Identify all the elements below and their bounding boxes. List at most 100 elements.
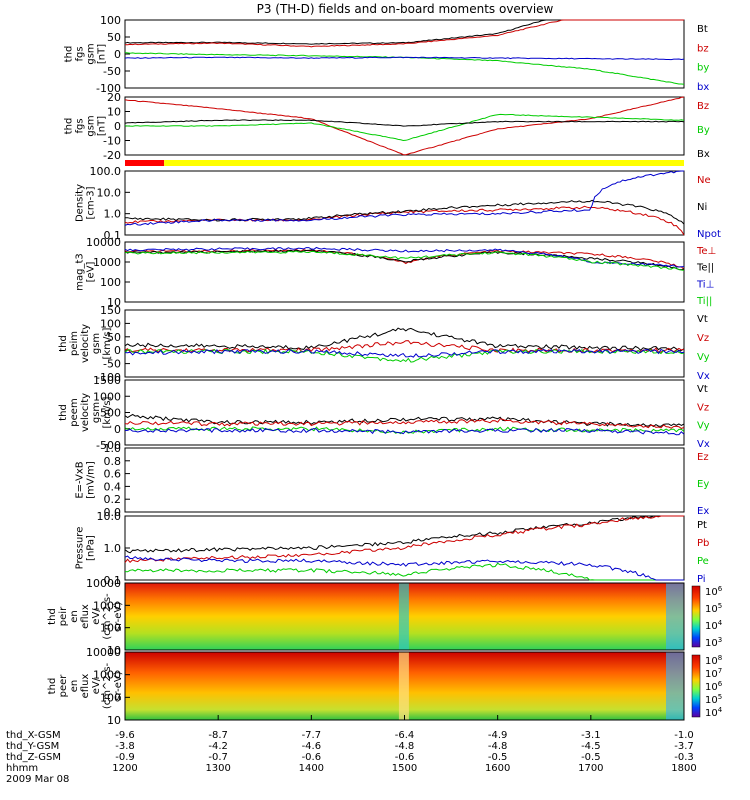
legend-entry: Ti⊥: [696, 279, 714, 290]
colorbar-tick-base: 10: [705, 708, 718, 719]
spectrogram-feature: [398, 652, 409, 720]
ephemeris-value: -4.9: [488, 730, 508, 741]
colorbar-tick-base: 10: [705, 656, 718, 667]
panel-frame: [124, 379, 685, 446]
y-tick-label: 20: [107, 91, 121, 104]
date-label: 2009 Mar 08: [6, 774, 69, 785]
ephemeris-row-label: thd_Y-GSM: [6, 741, 59, 752]
y-tick-label: -100: [96, 82, 121, 95]
y-axis-label: [mV/m]: [86, 461, 97, 499]
legend-entry: Npot: [697, 229, 721, 240]
series-line-bz: [125, 19, 684, 48]
panel-2: 20 100 -10-20 thd fgs gsm [nT] Bz By Bx: [64, 91, 710, 162]
y-axis-label: sr-eV): [113, 671, 124, 700]
y-tick-label: -20: [103, 149, 121, 162]
spectrogram-feature: [398, 583, 409, 650]
x-tick-label: 1600: [485, 763, 510, 774]
y-tick-label: 100: [100, 317, 121, 330]
colorbar-tick-exponent: 4: [718, 706, 723, 714]
colorbar-tick-label: 105: [705, 602, 722, 615]
panel-1: 100 50 0 -50 -100 thd fgs gsm [nT] Bt bz by bx: [64, 14, 710, 95]
series-line-Ti||: [124, 250, 685, 271]
legend-entry: Vt: [697, 384, 708, 395]
panel-frame: [124, 582, 685, 651]
legend-entry: Bx: [697, 149, 710, 160]
series-line-Ni: [125, 199, 685, 225]
colorbar-tick-label: 106: [705, 585, 723, 598]
y-axis-label: thd: [47, 608, 58, 625]
y-tick-label: 0: [114, 48, 121, 61]
y-axis-label: Pressure: [75, 527, 86, 570]
y-axis-label: mag_t3: [75, 253, 86, 291]
ephemeris-value: -4.8: [395, 741, 415, 752]
y-tick-label: 100: [100, 276, 121, 289]
y-axis-label: en: [69, 610, 80, 623]
y-axis-label: thd: [64, 118, 75, 135]
y-axis-label: peir: [58, 606, 69, 626]
legend-entry: Pe: [697, 556, 709, 567]
y-tick-label: 0: [114, 120, 121, 133]
ephemeris-value: -8.7: [208, 730, 228, 741]
legend-entry: by: [697, 63, 709, 74]
colorbar-tick-exponent: 7: [718, 667, 722, 675]
legend-entry: Vy: [697, 421, 710, 432]
colorbar-tick-base: 10: [705, 695, 718, 706]
series-line-Vx: [124, 348, 685, 358]
y-tick-label: 0.8: [104, 455, 122, 468]
colorbar-tick-exponent: 5: [718, 602, 722, 610]
y-axis-label: [eV]: [86, 262, 97, 283]
y-tick-label: 0: [114, 344, 121, 357]
ephemeris-value: -4.8: [488, 741, 508, 752]
series-line-Vt: [124, 327, 685, 352]
legend-entry: Ez: [697, 452, 709, 463]
y-tick-label: 10: [107, 714, 121, 727]
ephemeris-value: -6.4: [395, 730, 415, 741]
y-axis-label: gsm: [86, 115, 97, 136]
series-line-Bx: [124, 119, 685, 127]
series-line-Te||: [124, 249, 685, 271]
panel-8: 10.0 1.0 0.1 Pressure [nPa] Pt Pb Pe Pi: [75, 510, 710, 587]
panel-4: 10000 1000 100 10 mag_t3 [eV] Te⊥ Te|| Ti⊥ Ti||: [75, 236, 717, 309]
ephemeris-value: -0.6: [395, 752, 415, 763]
panel-frame: [124, 447, 685, 513]
spectrogram-feature: [666, 583, 684, 650]
legend-entry: Vx: [697, 439, 710, 450]
colorbar-tick-exponent: 3: [718, 636, 722, 644]
y-axis-label: sr-eV): [113, 602, 124, 631]
mode-bar-segment: [125, 160, 165, 166]
y-axis-label: (cm^2-s-: [102, 662, 113, 709]
y-tick-label: -50: [103, 358, 121, 371]
panel-7: 1.00.80.60.40.20.0 E=-VxB [mV/m] Ez Ey Ex: [75, 442, 710, 519]
legend-entry: Pb: [697, 538, 709, 549]
panel-frame: [124, 170, 685, 236]
legend-entry: Bt: [697, 24, 708, 35]
legend-entry: Ey: [697, 479, 709, 490]
panel-6: 1500 1000 500 0 -500 thd peem velocity gsm [km/s]…: [58, 374, 710, 452]
y-tick-label: 10.0: [97, 510, 122, 523]
series-line-Ti⊥: [124, 246, 685, 268]
y-axis-label: (cm^2-s-: [102, 593, 113, 640]
y-tick-label: 100: [100, 691, 121, 704]
ephemeris-value: -0.3: [674, 752, 694, 763]
y-tick-label: 0.6: [104, 468, 122, 481]
colorbar-tick-exponent: 8: [718, 654, 722, 662]
colorbar-tick-base: 10: [705, 682, 718, 693]
y-tick-label: 10: [107, 296, 121, 309]
colorbar-tick-base: 10: [705, 638, 718, 649]
panel-frame: [124, 241, 685, 303]
series-line-Vy: [124, 348, 685, 363]
y-axis-label: [nT]: [97, 116, 108, 136]
colorbar-tick-label: 103: [705, 636, 722, 649]
series-line-Bt: [124, 19, 684, 45]
legend-entry: Ne: [697, 175, 711, 186]
spectrogram-feature: [666, 652, 684, 720]
y-tick-label: 1.0: [104, 208, 122, 221]
y-tick-label: 100: [100, 622, 121, 635]
y-axis-label: thd: [47, 678, 58, 695]
series-line-Pb: [124, 515, 684, 564]
x-tick-label: 1200: [112, 763, 137, 774]
y-tick-label: -100: [96, 371, 121, 384]
